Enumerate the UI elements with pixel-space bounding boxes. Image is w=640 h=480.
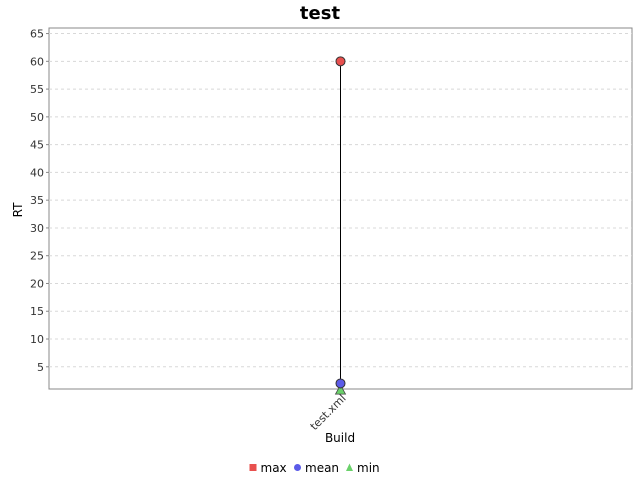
x-axis-ticks: test.xml [308,389,349,433]
y-tick-label: 35 [30,194,44,207]
point-min [334,384,347,395]
legend-swatch [294,464,301,471]
legend-item-min: min [346,461,380,475]
y-tick-label: 10 [30,333,44,346]
y-tick-label: 65 [30,28,44,41]
y-axis-ticks: 5 10 15 20 25 30 35 40 45 50 55 60 65 [30,28,49,374]
legend-swatch [249,464,257,471]
x-axis-label: Build [325,431,355,445]
y-tick-label: 20 [30,277,44,290]
legend-label: mean [305,461,339,475]
data-marks [334,56,347,395]
point-max [335,56,346,67]
y-tick-label: 25 [30,250,44,263]
y-tick-label: 40 [30,166,44,179]
legend-label: min [357,461,380,475]
point-mean [335,378,346,389]
legend-label: max [261,461,287,475]
legend-item-max: max [249,461,287,475]
y-tick-label: 50 [30,111,44,124]
y-tick-label: 15 [30,305,44,318]
x-tick-label: test.xml [308,392,349,433]
legend: max mean min [249,461,380,475]
chart-title: test [300,3,341,24]
legend-swatch [346,463,353,471]
y-tick-label: 55 [30,83,44,96]
y-axis-label: RT [11,202,25,217]
legend-item-mean: mean [294,461,339,475]
y-tick-label: 60 [30,55,44,68]
y-tick-label: 30 [30,222,44,235]
y-tick-label: 45 [30,139,44,152]
gridlines [49,33,632,368]
y-tick-label: 5 [37,361,44,374]
